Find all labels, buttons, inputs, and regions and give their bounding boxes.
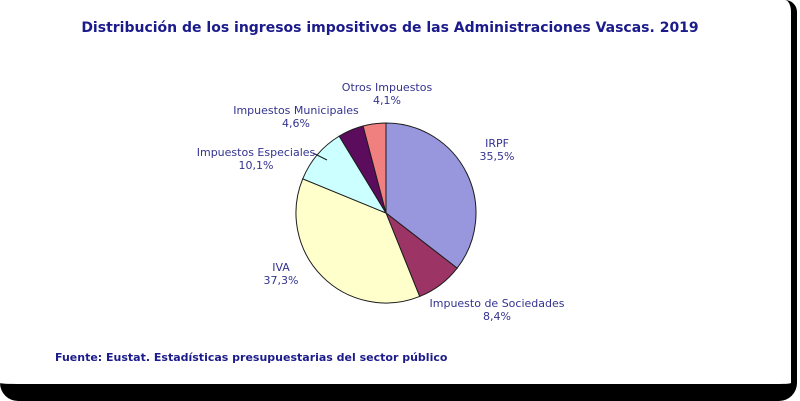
pie-slice-iva [295,178,421,304]
source-note: Fuente: Eustat. Estadísticas presupuesta… [55,351,448,364]
pie-slice-otros-impuestos [362,122,387,214]
chart-title: Distribución de los ingresos impositivos… [81,20,699,36]
pie-slice-irpf [385,122,477,269]
leader-line-impuestos-especiales [312,152,328,161]
